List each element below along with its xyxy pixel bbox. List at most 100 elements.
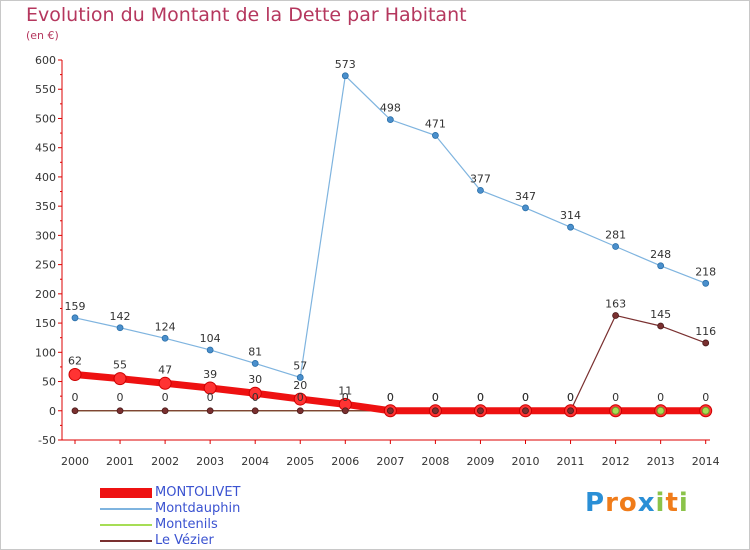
data-label-montdauphin: 573 bbox=[335, 58, 356, 71]
chart-legend: MONTOLIVET Montdauphin Montenils Le Vézi… bbox=[100, 485, 320, 549]
point-le-vezier bbox=[71, 407, 79, 415]
point-le-vezier bbox=[206, 407, 214, 415]
y-tick-label: 300 bbox=[35, 229, 56, 242]
x-tick-label: 2009 bbox=[466, 455, 494, 468]
point-le-vezier bbox=[567, 407, 574, 415]
point-montolivet bbox=[113, 372, 127, 386]
data-label-le-vezier: 0 bbox=[252, 391, 259, 404]
data-label-montdauphin: 347 bbox=[515, 190, 536, 203]
data-label-montdauphin: 81 bbox=[248, 345, 262, 358]
logo-letter: o bbox=[618, 488, 638, 518]
data-label-montdauphin: 281 bbox=[605, 228, 626, 241]
x-tick-label: 2000 bbox=[61, 455, 89, 468]
data-label-montolivet: 0 bbox=[612, 391, 619, 404]
point-le-vezier bbox=[477, 407, 484, 415]
legend-swatch-le-vezier bbox=[100, 540, 152, 542]
data-label-montdauphin: 314 bbox=[560, 209, 581, 222]
data-label-montdauphin: 104 bbox=[200, 332, 221, 345]
data-label-montdauphin: 248 bbox=[650, 248, 671, 261]
y-tick-label: 500 bbox=[35, 112, 56, 125]
x-tick-label: 2011 bbox=[557, 455, 585, 468]
point-montdauphin bbox=[612, 243, 619, 250]
point-montdauphin bbox=[296, 374, 304, 381]
data-label-montdauphin: 498 bbox=[380, 102, 401, 115]
y-tick-label: 600 bbox=[35, 54, 56, 67]
point-montdauphin bbox=[431, 132, 439, 139]
legend-label-montolivet: MONTOLIVET bbox=[155, 485, 241, 500]
y-tick-label: 350 bbox=[35, 200, 56, 213]
x-tick-label: 2003 bbox=[196, 455, 224, 468]
point-le-vezier bbox=[296, 407, 304, 415]
data-label-montdauphin: 471 bbox=[425, 117, 446, 130]
y-tick-label: -50 bbox=[38, 434, 56, 447]
point-le-vezier bbox=[116, 407, 124, 415]
data-label-montdauphin: 124 bbox=[155, 320, 176, 333]
point-montdauphin bbox=[206, 346, 214, 354]
data-label-montdauphin: 142 bbox=[110, 310, 131, 323]
x-tick-label: 2008 bbox=[421, 455, 449, 468]
data-label-le-vezier: 145 bbox=[650, 308, 671, 321]
x-tick-label: 2006 bbox=[331, 455, 359, 468]
data-label-montolivet: 0 bbox=[432, 391, 439, 404]
point-montdauphin bbox=[251, 360, 259, 367]
data-label-le-vezier: 0 bbox=[162, 391, 169, 404]
data-label-le-vezier: 0 bbox=[297, 391, 304, 404]
point-le-vezier bbox=[612, 312, 619, 319]
data-label-montolivet: 20 bbox=[293, 379, 307, 392]
chart-title: Evolution du Montant de la Dette par Hab… bbox=[26, 4, 467, 26]
x-tick-label: 2007 bbox=[376, 455, 404, 468]
point-montenils bbox=[656, 406, 665, 415]
logo-letter: P bbox=[585, 488, 606, 518]
point-montdauphin bbox=[657, 262, 665, 270]
point-montdauphin bbox=[116, 324, 124, 332]
logo-letter: x bbox=[637, 488, 656, 518]
point-le-vezier bbox=[522, 407, 529, 415]
y-tick-label: 400 bbox=[35, 171, 56, 184]
point-montolivet bbox=[293, 392, 307, 406]
point-le-vezier bbox=[341, 407, 349, 415]
logo-letter: t bbox=[665, 488, 679, 518]
data-label-montolivet: 0 bbox=[657, 391, 664, 404]
point-montdauphin bbox=[522, 204, 529, 212]
x-tick-label: 2013 bbox=[647, 455, 675, 468]
y-tick-label: 250 bbox=[35, 259, 56, 272]
point-le-vezier bbox=[431, 407, 439, 415]
data-label-le-vezier: 0 bbox=[432, 391, 439, 404]
legend-swatch-montolivet bbox=[100, 488, 152, 498]
data-label-montdauphin: 218 bbox=[695, 265, 716, 278]
legend-label-le-vezier: Le Vézier bbox=[155, 533, 214, 548]
data-label-montolivet: 0 bbox=[702, 391, 709, 404]
point-le-vezier bbox=[702, 339, 710, 347]
x-tick-label: 2001 bbox=[106, 455, 134, 468]
logo-letter: i bbox=[655, 488, 666, 518]
data-label-le-vezier: 0 bbox=[387, 391, 394, 404]
x-tick-label: 2014 bbox=[692, 455, 720, 468]
data-label-le-vezier: 0 bbox=[522, 391, 529, 404]
point-montdauphin bbox=[702, 279, 710, 287]
proxiti-logo: Proxiti bbox=[585, 488, 689, 518]
x-tick-label: 2012 bbox=[602, 455, 630, 468]
data-label-montolivet: 11 bbox=[338, 384, 352, 397]
data-label-montolivet: 55 bbox=[113, 359, 127, 372]
data-label-montolivet: 0 bbox=[567, 391, 574, 404]
point-montolivet bbox=[203, 381, 217, 395]
point-le-vezier bbox=[386, 407, 394, 415]
legend-item-montenils: Montenils bbox=[100, 517, 320, 533]
legend-label-montenils: Montenils bbox=[155, 517, 218, 532]
point-le-vezier bbox=[657, 322, 665, 330]
data-label-montdauphin: 377 bbox=[470, 172, 491, 185]
x-tick-label: 2005 bbox=[286, 455, 314, 468]
y-tick-label: 0 bbox=[49, 405, 56, 418]
data-label-le-vezier: 0 bbox=[207, 391, 214, 404]
data-label-montolivet: 39 bbox=[203, 368, 217, 381]
legend-swatch-montdauphin bbox=[100, 508, 152, 510]
data-label-montdauphin: 57 bbox=[293, 359, 307, 372]
point-montdauphin bbox=[71, 314, 79, 322]
data-label-le-vezier: 0 bbox=[477, 391, 484, 404]
point-montdauphin bbox=[386, 116, 394, 124]
data-label-montolivet: 62 bbox=[68, 355, 82, 368]
legend-swatch-montenils bbox=[100, 524, 152, 526]
data-label-le-vezier: 0 bbox=[567, 391, 574, 404]
